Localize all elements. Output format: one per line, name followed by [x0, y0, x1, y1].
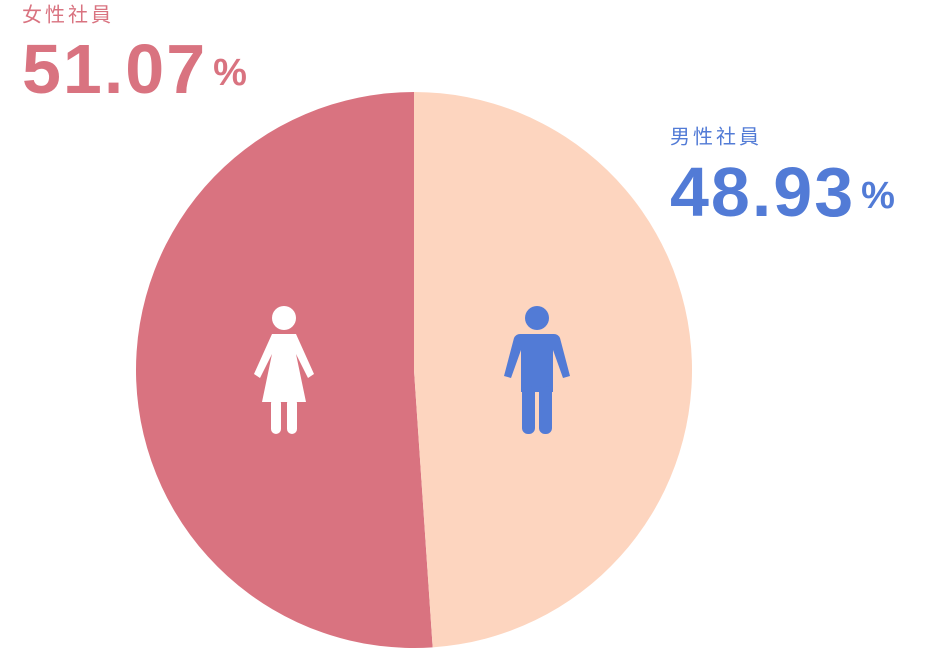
value-label: 48.93%: [670, 153, 897, 231]
female-icon: [254, 306, 314, 434]
category-label: 男性社員: [670, 125, 762, 149]
category-label: 女性社員: [22, 3, 114, 27]
value-label: 51.07%: [22, 30, 249, 108]
pie: [135, 92, 693, 648]
male-icon: [504, 306, 570, 434]
